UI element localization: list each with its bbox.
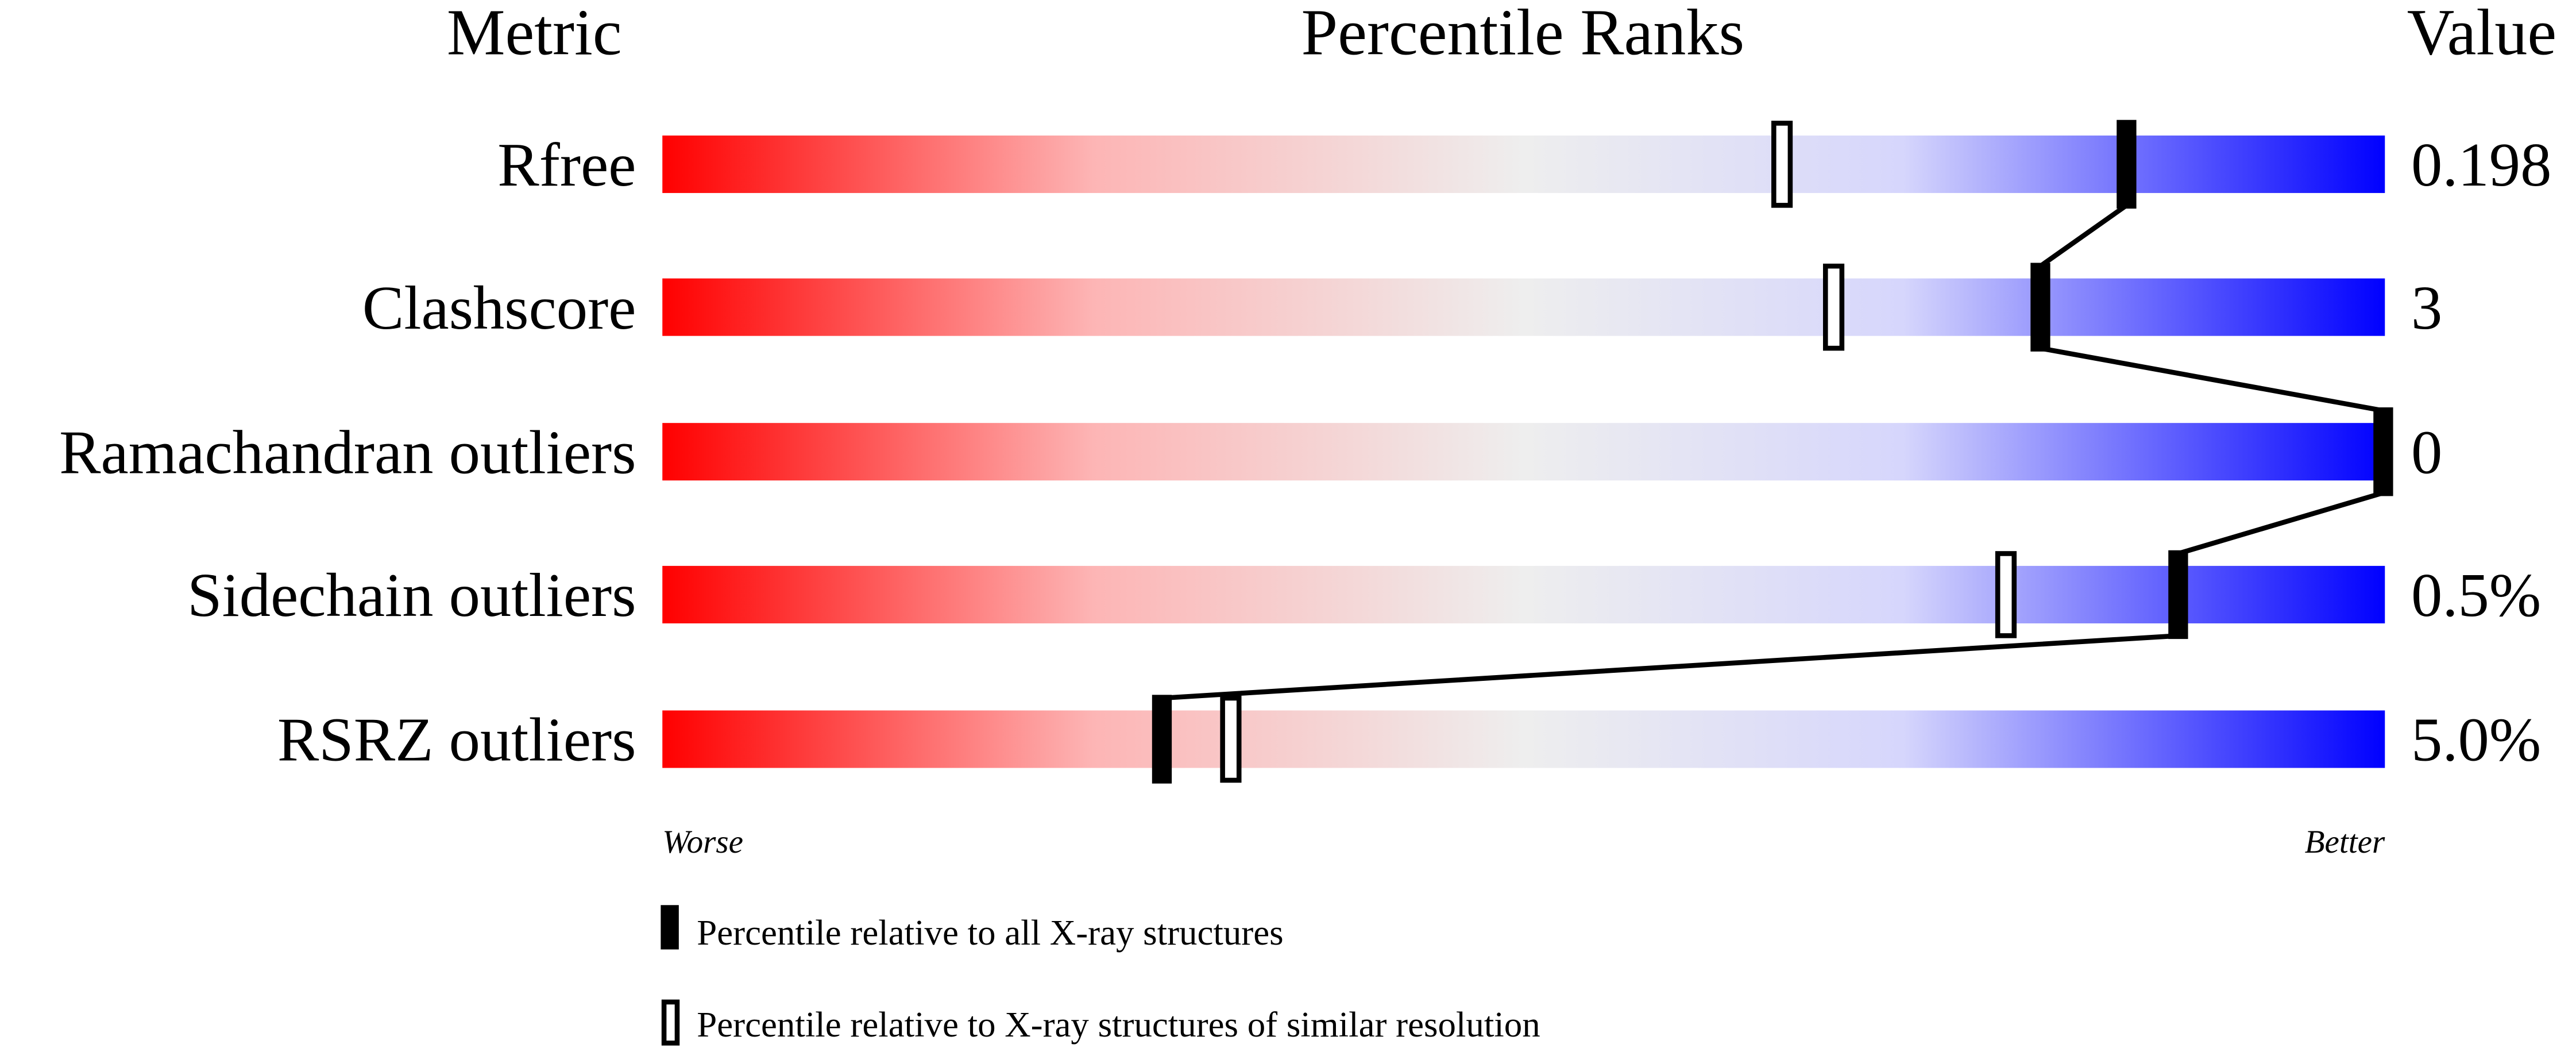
- percentile-bar: [662, 278, 2385, 336]
- all-structures-marker: [1152, 695, 1172, 784]
- axis-label-worse: Worse: [662, 824, 743, 860]
- axis-label-better: Better: [2305, 824, 2385, 860]
- metric-value: 0.5%: [2411, 561, 2541, 630]
- percentile-bar: [662, 135, 2385, 193]
- metric-value: 5.0%: [2411, 706, 2541, 775]
- all-structures-marker: [2117, 120, 2137, 209]
- legend-open-marker: [661, 999, 680, 1046]
- all-structures-marker: [2373, 407, 2393, 496]
- metric-label: Rfree: [497, 130, 636, 199]
- header-value: Value: [2407, 0, 2556, 68]
- similar-resolution-marker: [1822, 263, 1845, 351]
- legend-filled-marker: [661, 905, 679, 950]
- metric-value: 3: [2411, 273, 2442, 342]
- metric-value: 0.198: [2411, 130, 2551, 199]
- metric-label: Ramachandran outliers: [59, 418, 636, 487]
- header-percentile-ranks: Percentile Ranks: [1301, 0, 1745, 68]
- metric-label: Sidechain outliers: [187, 561, 636, 630]
- percentile-bar: [662, 423, 2385, 481]
- percentile-bar: [662, 565, 2385, 623]
- all-structures-marker: [2030, 263, 2050, 352]
- all-structures-marker: [2168, 550, 2188, 639]
- metric-label: RSRZ outliers: [277, 706, 636, 775]
- legend-all-structures: Percentile relative to all X-ray structu…: [697, 912, 1283, 953]
- similar-resolution-marker: [1220, 695, 1242, 783]
- metric-value: 0: [2411, 418, 2442, 487]
- similar-resolution-marker: [1995, 551, 2017, 638]
- similar-resolution-marker: [1771, 121, 1793, 208]
- percentile-bar: [662, 710, 2385, 768]
- legend-similar-resolution: Percentile relative to X-ray structures …: [697, 1004, 1540, 1045]
- metric-label: Clashscore: [362, 273, 636, 342]
- header-metric: Metric: [447, 0, 622, 68]
